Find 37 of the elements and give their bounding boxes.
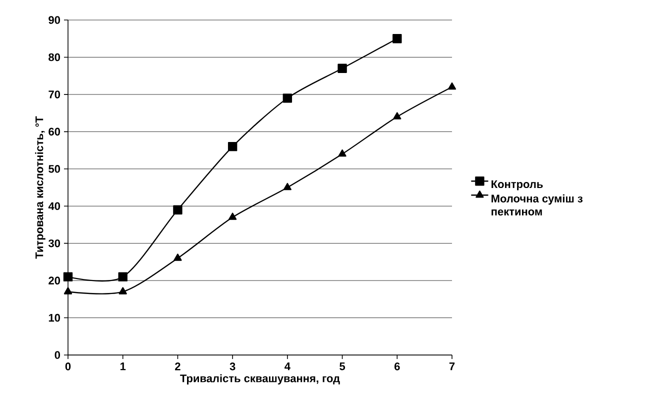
y-tick-label: 90 [48,16,60,24]
y-tick-label: 70 [48,90,60,98]
point [118,272,128,282]
x-tick-label: 5 [340,362,346,370]
legend-label: Контроль [492,180,543,190]
x-tick-label: 0 [65,362,71,370]
point [282,94,292,103]
x-tick-label: 6 [394,362,400,370]
y-tick-label: 0 [54,351,60,359]
y-tick-label: 40 [48,202,60,210]
point [283,182,292,190]
point [393,112,402,120]
point [63,272,73,282]
x-tick-label: 3 [230,362,236,370]
x-tick-label: 1 [120,362,126,370]
y-tick-label: 30 [48,239,60,248]
y-tick-label: 50 [48,165,60,173]
y-tick-label: 60 [48,128,60,136]
point [448,82,456,90]
point [338,149,346,157]
point [228,212,237,220]
y-tick-label: 10 [48,314,60,322]
x-tick-label: 2 [175,362,180,370]
x-tick-label: 4 [284,362,290,370]
point [118,287,127,294]
point [392,34,402,44]
point [173,205,182,214]
point [64,287,72,294]
x-axis-title: Тривалість сквашування, год [180,374,340,384]
legend-label: Молочна суміш з пектином [492,194,583,216]
point [228,142,238,152]
x-tick-label: 7 [449,362,455,370]
y-axis-title: Титрована кислотність, °Т [35,116,46,259]
point [338,64,347,73]
y-tick-label: 20 [48,276,60,284]
y-tick-label: 80 [48,53,60,62]
point [174,254,182,261]
